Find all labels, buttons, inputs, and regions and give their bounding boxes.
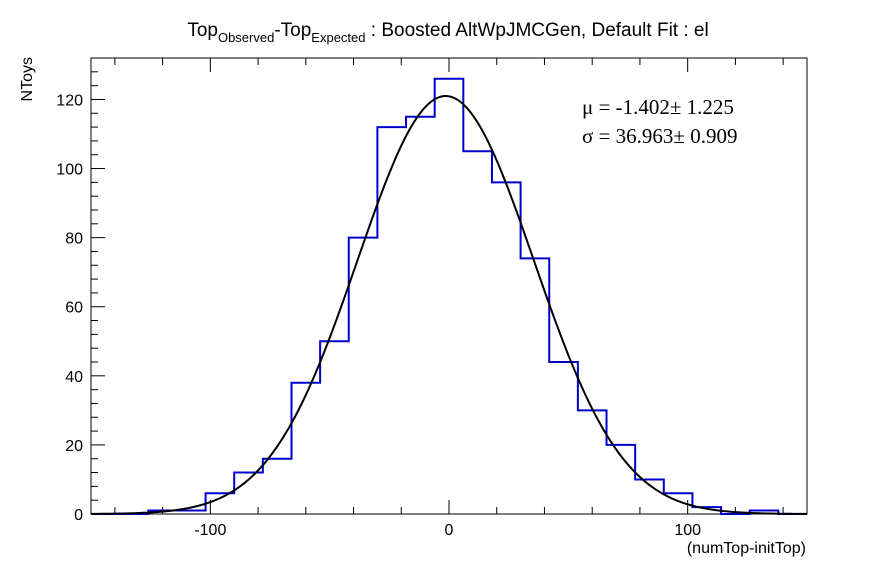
histogram-steps — [91, 77, 807, 515]
chart-title: TopObserved-TopExpected : Boosted AltWpJ… — [187, 20, 708, 45]
x-tick-label: 100 — [674, 522, 701, 539]
title-part-3: : Boosted AltWpJMCGen, Default Fit : el — [366, 20, 709, 41]
y-tick-label: 120 — [56, 92, 83, 109]
y-tick-label: 60 — [65, 300, 83, 317]
x-tick-label: -100 — [194, 522, 226, 539]
fit-sigma-text: σ = 36.963± 0.909 — [582, 124, 737, 148]
gaussian-fit-curve — [90, 95, 808, 515]
mean-value: = -1.402± 1.225 — [593, 95, 734, 119]
y-tick-label: 80 — [65, 231, 83, 248]
y-tick-label: 100 — [56, 162, 83, 179]
sigma-symbol: σ — [582, 124, 593, 148]
title-sub-2: Expected — [311, 30, 365, 45]
mu-symbol: μ — [582, 95, 593, 119]
y-tick-label: 0 — [74, 507, 83, 524]
fit-mean-text: μ = -1.402± 1.225 — [582, 95, 734, 119]
sigma-value: = 36.963± 0.909 — [593, 124, 737, 148]
title-part-2: -Top — [274, 20, 311, 41]
axes: 0 20 40 60 80 100 120 -100 0 100 — [56, 57, 784, 539]
y-tick-label: 20 — [65, 438, 83, 455]
x-tick-label: 0 — [445, 522, 454, 539]
x-axis-label: (numTop-initTop) — [687, 540, 806, 557]
title-sub-1: Observed — [218, 30, 274, 45]
y-tick-label: 40 — [65, 369, 83, 386]
title-part-1: Top — [187, 20, 218, 41]
y-axis-label: NToys — [19, 57, 36, 101]
